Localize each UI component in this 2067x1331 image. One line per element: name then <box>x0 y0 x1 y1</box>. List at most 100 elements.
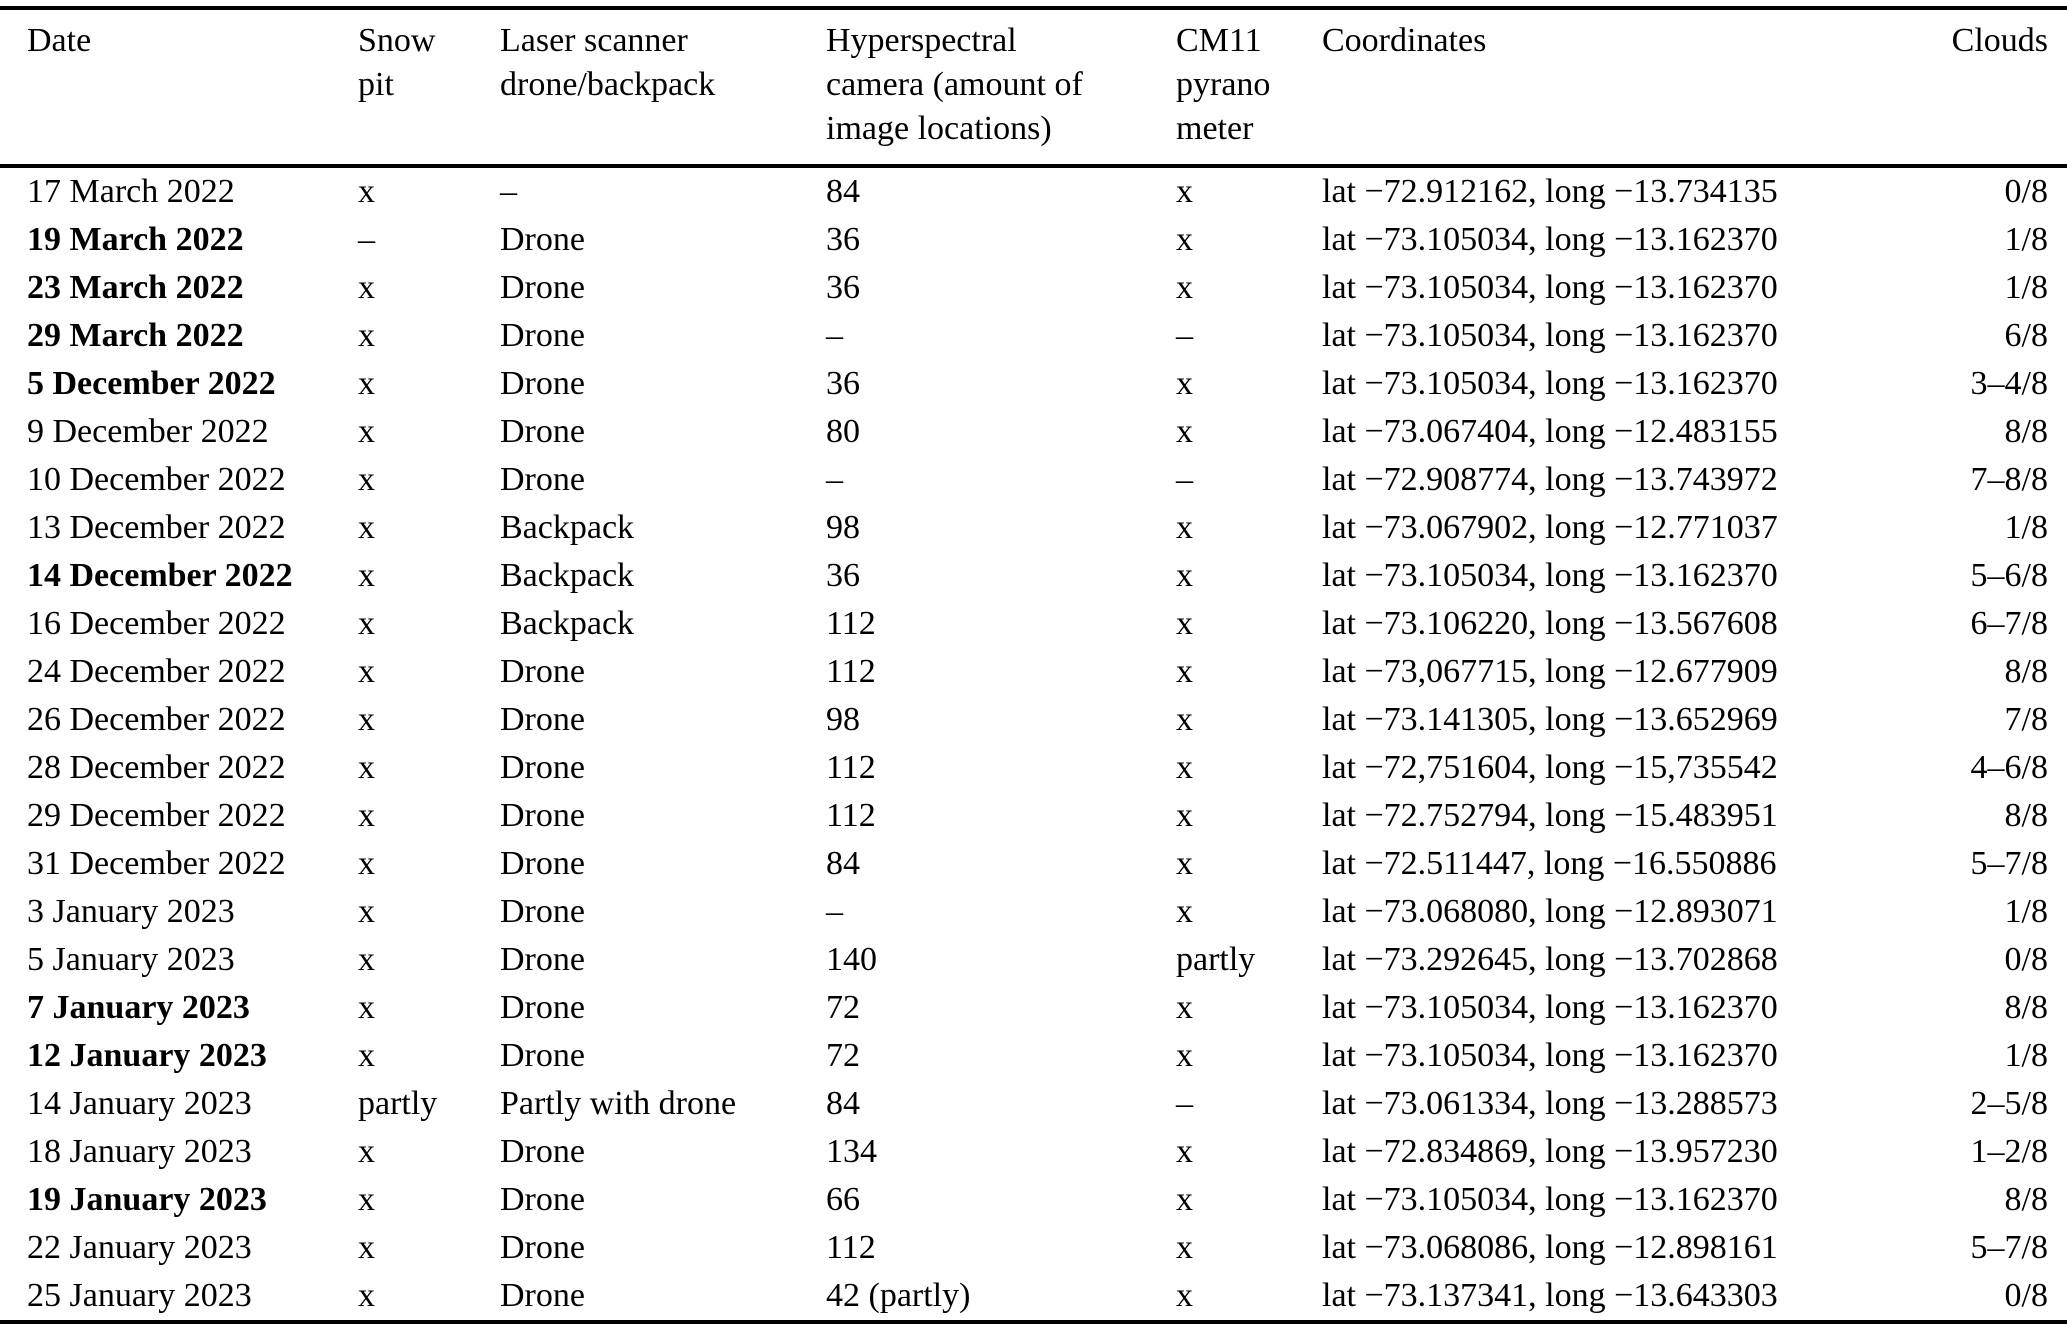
coordinates-cell: lat −73.067404, long −12.483155 <box>1322 413 1778 450</box>
clouds-cell: 5–7/8 <box>1970 1229 2048 1266</box>
table-row: 19 January 2023 x Drone 66 x lat −73.105… <box>0 1176 2067 1224</box>
coordinates-cell: lat −73.068080, long −12.893071 <box>1322 893 1778 930</box>
coordinates-cell: lat −72.912162, long −13.734135 <box>1322 173 1778 210</box>
clouds-cell: 1/8 <box>2004 269 2048 306</box>
snow-pit-cell: x <box>358 941 375 978</box>
pyranometer-cell: x <box>1176 1037 1193 1074</box>
coordinates-cell: lat −72.511447, long −16.550886 <box>1322 845 1777 882</box>
clouds-cell: 8/8 <box>2004 797 2048 834</box>
date-cell: 5 December 2022 <box>27 365 276 402</box>
table-row: 7 January 2023 x Drone 72 x lat −73.1050… <box>0 984 2067 1032</box>
coordinates-cell: lat −73.105034, long −13.162370 <box>1322 221 1778 258</box>
laser-scanner-cell: Backpack <box>500 605 635 642</box>
date-cell: 25 January 2023 <box>27 1277 252 1314</box>
clouds-cell: 4–6/8 <box>1970 749 2048 786</box>
laser-scanner-cell: Drone <box>500 941 585 978</box>
pyranometer-cell: x <box>1176 221 1193 258</box>
pyranometer-cell: x <box>1176 701 1193 738</box>
hyperspectral-cell: 112 <box>826 749 876 786</box>
table-row: 12 January 2023 x Drone 72 x lat −73.105… <box>0 1032 2067 1080</box>
pyranometer-cell: x <box>1176 1277 1193 1314</box>
pyranometer-cell: x <box>1176 749 1193 786</box>
hyperspectral-cell: 66 <box>826 1181 860 1218</box>
table-row: 26 December 2022 x Drone 98 x lat −73.14… <box>0 696 2067 744</box>
pyranometer-cell: x <box>1176 797 1193 834</box>
laser-scanner-cell: Drone <box>500 653 585 690</box>
snow-pit-cell: x <box>358 797 375 834</box>
clouds-cell: 8/8 <box>2004 989 2048 1026</box>
snow-pit-cell: x <box>358 461 375 498</box>
clouds-cell: 1/8 <box>2004 1037 2048 1074</box>
laser-scanner-cell: – <box>500 173 517 210</box>
pyranometer-cell: x <box>1176 509 1193 546</box>
hyperspectral-cell: 84 <box>826 1085 860 1122</box>
table-row: 23 March 2022 x Drone 36 x lat −73.10503… <box>0 264 2067 312</box>
laser-scanner-cell: Backpack <box>500 509 635 546</box>
snow-pit-cell: – <box>358 221 375 258</box>
date-cell: 22 January 2023 <box>27 1229 252 1266</box>
date-cell: 26 December 2022 <box>27 701 286 738</box>
clouds-cell: 0/8 <box>2004 941 2048 978</box>
snow-pit-cell: x <box>358 173 375 210</box>
column-header-laser-scanner: Laser scanner drone/backpack <box>500 22 716 103</box>
hyperspectral-cell: – <box>826 893 843 930</box>
pyranometer-cell: – <box>1176 1085 1193 1122</box>
pyranometer-cell: partly <box>1176 941 1256 978</box>
laser-scanner-cell: Drone <box>500 989 585 1026</box>
snow-pit-cell: x <box>358 557 375 594</box>
date-cell: 5 January 2023 <box>27 941 235 978</box>
pyranometer-cell: x <box>1176 653 1193 690</box>
snow-pit-cell: x <box>358 1277 375 1314</box>
clouds-cell: 8/8 <box>2004 413 2048 450</box>
date-cell: 14 December 2022 <box>27 557 293 594</box>
coordinates-cell: lat −73.105034, long −13.162370 <box>1322 557 1778 594</box>
laser-scanner-cell: Drone <box>500 749 585 786</box>
table-row: 17 March 2022 x – 84 x lat −72.912162, l… <box>0 166 2067 216</box>
laser-scanner-cell: Drone <box>500 797 585 834</box>
header-row: Date Snow pit Laser scanner drone/backpa… <box>0 8 2067 166</box>
table-row: 28 December 2022 x Drone 112 x lat −72,7… <box>0 744 2067 792</box>
clouds-cell: 1/8 <box>2004 509 2048 546</box>
hyperspectral-cell: 112 <box>826 797 876 834</box>
snow-pit-cell: x <box>358 365 375 402</box>
table-body: 17 March 2022 x – 84 x lat −72.912162, l… <box>0 166 2067 1322</box>
date-cell: 10 December 2022 <box>27 461 286 498</box>
date-cell: 16 December 2022 <box>27 605 286 642</box>
snow-pit-cell: x <box>358 1133 375 1170</box>
date-cell: 14 January 2023 <box>27 1085 252 1122</box>
hyperspectral-cell: 84 <box>826 173 860 210</box>
clouds-cell: 8/8 <box>2004 1181 2048 1218</box>
hyperspectral-cell: 112 <box>826 653 876 690</box>
pyranometer-cell: x <box>1176 269 1193 306</box>
pyranometer-cell: x <box>1176 413 1193 450</box>
coordinates-cell: lat −73.061334, long −13.288573 <box>1322 1085 1778 1122</box>
pyranometer-cell: x <box>1176 845 1193 882</box>
hyperspectral-cell: 140 <box>826 941 877 978</box>
pyranometer-cell: x <box>1176 605 1193 642</box>
table-row: 14 January 2023 partly Partly with drone… <box>0 1080 2067 1128</box>
coordinates-cell: lat −73.105034, long −13.162370 <box>1322 365 1778 402</box>
column-header-hyperspectral: Hyperspectral camera (amount of image lo… <box>826 22 1083 147</box>
laser-scanner-cell: Drone <box>500 269 585 306</box>
snow-pit-cell: x <box>358 893 375 930</box>
hyperspectral-cell: 112 <box>826 1229 876 1266</box>
table-row: 24 December 2022 x Drone 112 x lat −73,0… <box>0 648 2067 696</box>
coordinates-cell: lat −72.908774, long −13.743972 <box>1322 461 1778 498</box>
coordinates-cell: lat −73.106220, long −13.567608 <box>1322 605 1778 642</box>
date-cell: 19 January 2023 <box>27 1181 267 1218</box>
table-row: 31 December 2022 x Drone 84 x lat −72.51… <box>0 840 2067 888</box>
table-row: 22 January 2023 x Drone 112 x lat −73.06… <box>0 1224 2067 1272</box>
table-row: 5 January 2023 x Drone 140 partly lat −7… <box>0 936 2067 984</box>
hyperspectral-cell: 36 <box>826 269 860 306</box>
coordinates-cell: lat −73.105034, long −13.162370 <box>1322 989 1778 1026</box>
clouds-cell: 2–5/8 <box>1970 1085 2048 1122</box>
table-row: 18 January 2023 x Drone 134 x lat −72.83… <box>0 1128 2067 1176</box>
hyperspectral-cell: 84 <box>826 845 860 882</box>
date-cell: 9 December 2022 <box>27 413 269 450</box>
clouds-cell: 8/8 <box>2004 653 2048 690</box>
table-row: 13 December 2022 x Backpack 98 x lat −73… <box>0 504 2067 552</box>
coordinates-cell: lat −73.105034, long −13.162370 <box>1322 317 1778 354</box>
coordinates-cell: lat −72.752794, long −15.483951 <box>1322 797 1778 834</box>
table-row: 29 December 2022 x Drone 112 x lat −72.7… <box>0 792 2067 840</box>
